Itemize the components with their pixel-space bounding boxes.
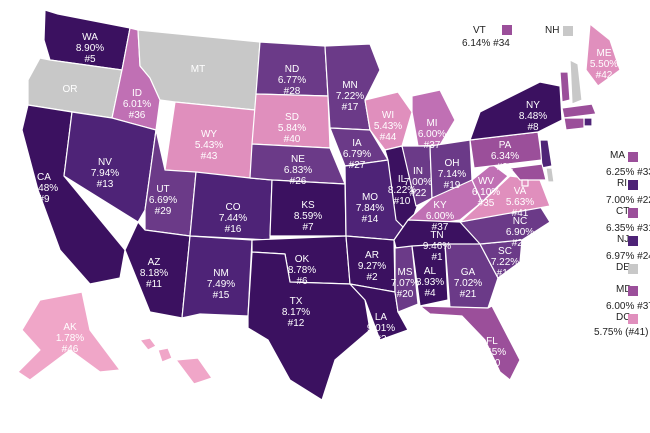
- callout-value-ri: 7.00% #22: [606, 195, 650, 206]
- callout-swatch-nj: [628, 236, 638, 246]
- callout-abbr-ma: MA: [610, 150, 625, 161]
- callout-swatch-vt: [502, 25, 512, 35]
- state-label-pa: PA 6.34% #32: [491, 140, 519, 173]
- state-label-sd: SD 5.84% #40: [278, 112, 306, 145]
- state-label-ky: KY 6.00% #37: [426, 200, 454, 233]
- state-label-id: ID 6.01% #36: [123, 88, 151, 121]
- callout-value-ct: 6.35% #31: [606, 223, 650, 234]
- state-label-nm: NM 7.49% #15: [207, 268, 235, 301]
- callout-swatch-dc: [628, 314, 638, 324]
- state-ms: [394, 245, 419, 313]
- state-label-wi: WI 5.43% #44: [374, 110, 402, 143]
- callout-swatch-ct: [628, 208, 638, 218]
- state-ma: [561, 103, 597, 119]
- state-label-al: AL 8.93% #4: [416, 266, 444, 299]
- state-label-ny: NY 8.48% #8: [519, 100, 547, 133]
- state-label-ar: AR 9.27% #2: [358, 250, 386, 283]
- state-wv: [471, 163, 509, 203]
- state-label-sc: SC 7.22% #18: [491, 246, 519, 279]
- state-label-az: AZ 8.18% #11: [140, 257, 168, 290]
- callout-value-md: 6.00% #37: [606, 301, 650, 312]
- callout-abbr-nh: NH: [545, 25, 559, 36]
- state-ct: [563, 117, 585, 131]
- callout-value-nj: 6.97% #24: [606, 251, 650, 262]
- state-ak: [17, 291, 121, 381]
- state-label-va: VA 5.63% #41: [506, 186, 534, 219]
- state-label-or: OR: [63, 84, 78, 95]
- callout-abbr-vt: VT: [473, 25, 486, 36]
- state-label-wv: WV 6.10% #35: [472, 176, 500, 209]
- callout-swatch-nh: [563, 26, 573, 36]
- state-al: [411, 243, 449, 307]
- state-label-hi: HI 4.35% #45: [166, 376, 194, 409]
- state-label-la: LA 9.01% #3: [367, 312, 395, 345]
- state-label-nd: ND 6.77% #28: [278, 64, 306, 97]
- callout-value-ma: 6.25% #33: [606, 167, 650, 178]
- callout-abbr-nj: NJ: [617, 234, 629, 245]
- callout-abbr-de: DE: [616, 262, 630, 273]
- callout-abbr-dc: DC: [616, 312, 630, 323]
- state-nm: [181, 235, 253, 319]
- state-hi: [139, 337, 213, 385]
- state-ny: [469, 81, 563, 141]
- state-label-wy: WY 5.43% #43: [195, 129, 223, 162]
- state-vt: [559, 71, 571, 103]
- state-ri: [583, 117, 593, 127]
- state-md: [509, 163, 547, 181]
- state-label-il: IL 8.22% #10: [388, 174, 416, 207]
- state-labels: WA 8.90% #5 OR CA 8.48% #9 ID 6.01% #36 NV 7.94% #13…: [30, 32, 618, 409]
- state-label-oh: OH 7.14% #19: [438, 158, 466, 191]
- callout-swatch-ma: [628, 152, 638, 162]
- state-label-wa: WA 8.90% #5: [76, 32, 104, 65]
- state-label-ak: AK 1.78% #46: [56, 322, 84, 355]
- state-me: [585, 23, 621, 87]
- state-label-ok: OK 8.78% #6: [288, 254, 316, 287]
- state-label-in: IN 7.00% #22: [404, 166, 432, 199]
- state-va: [459, 175, 551, 223]
- state-label-mn: MN 7.22% #17: [336, 80, 364, 113]
- state-label-nv: NV 7.94% #13: [91, 157, 119, 190]
- state-label-tx: TX 8.17% #12: [282, 296, 310, 329]
- callout-swatch-ri: [628, 180, 638, 190]
- state-label-tn: TN 9.46% #1: [423, 230, 451, 263]
- state-label-mi: MI 6.00% #37: [418, 118, 446, 151]
- callout-value-dc: 5.75% (#41): [594, 327, 648, 338]
- state-label-ia: IA 6.79% #27: [343, 138, 371, 171]
- state-ga: [444, 243, 499, 309]
- state-shapes: [17, 9, 621, 401]
- state-label-ne: NE 6.83% #26: [284, 154, 312, 187]
- state-label-me: ME 5.50% #42: [590, 48, 618, 81]
- callout-swatch-md: [628, 286, 638, 296]
- callout-abbr-ct: CT: [616, 206, 629, 217]
- state-label-mt: MT: [191, 64, 205, 75]
- callout-value-vt: 6.14% #34: [462, 38, 510, 49]
- state-nj: [539, 139, 553, 169]
- state-nh: [569, 59, 583, 105]
- state-label-ca: CA 8.48% #9: [30, 172, 58, 205]
- state-de: [545, 167, 555, 183]
- state-label-ms: MS 7.07% #20: [391, 267, 419, 300]
- callout-swatch-de: [628, 264, 638, 274]
- state-label-co: CO 7.44% #16: [219, 202, 247, 235]
- callout-abbr-ri: RI: [617, 178, 627, 189]
- state-fl: [419, 305, 521, 381]
- state-label-nc: NC 6.90% #25: [506, 216, 534, 249]
- callout-abbr-md: MD: [616, 284, 632, 295]
- state-label-fl: FL 6.65% #30: [478, 336, 506, 369]
- state-label-ga: GA 7.02% #21: [454, 267, 482, 300]
- state-label-mo: MO 7.84% #14: [356, 192, 384, 225]
- state-dc: [521, 179, 529, 187]
- state-label-ks: KS 8.59% #7: [294, 200, 322, 233]
- state-tx: [247, 251, 371, 401]
- state-label-ut: UT 6.69% #29: [149, 184, 177, 217]
